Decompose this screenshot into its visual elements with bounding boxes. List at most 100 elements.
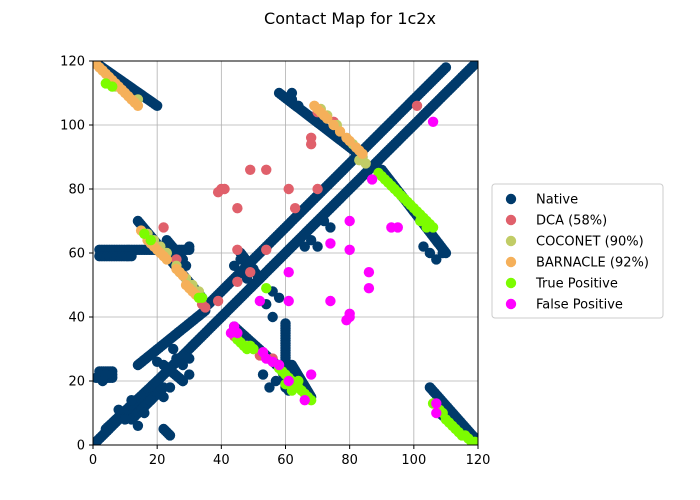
- legend-entry: COCONET (90%): [536, 235, 644, 250]
- native-point: [440, 62, 452, 73]
- scatter-point: [344, 244, 355, 255]
- scatter-point: [273, 359, 285, 371]
- scatter-point: [293, 100, 304, 112]
- legend-marker: [505, 256, 517, 268]
- native-point: [126, 251, 137, 262]
- scatter-point: [261, 283, 272, 294]
- scatter-point: [245, 267, 256, 278]
- legend-entry: BARNACLE (92%): [536, 256, 649, 271]
- scatter-point: [126, 395, 137, 406]
- scatter-point: [171, 353, 182, 364]
- scatter-point: [232, 327, 243, 339]
- scatter-point: [257, 369, 269, 380]
- scatter-point: [139, 407, 150, 419]
- scatter-point: [360, 158, 371, 169]
- chart-title: Contact Map for 1c2x: [264, 9, 436, 28]
- scatter-point: [437, 247, 448, 259]
- x-tick-label: 100: [401, 453, 426, 468]
- scatter-point: [289, 203, 301, 214]
- legend-entry: DCA (58%): [536, 214, 607, 229]
- x-tick-label: 60: [277, 453, 294, 468]
- scatter-point: [168, 343, 179, 355]
- scatter-point: [469, 436, 478, 445]
- scatter-point: [325, 295, 336, 307]
- scatter-point: [283, 295, 294, 307]
- scatter-point: [341, 315, 352, 326]
- scatter-point: [312, 183, 323, 195]
- scatter-point: [427, 116, 439, 128]
- scatter-point: [228, 260, 240, 271]
- scatter-point: [145, 395, 156, 406]
- scatter-point: [97, 375, 108, 387]
- scatter-point: [245, 164, 256, 175]
- axis-ticks: 0 20 40 60 80 100 120 0 20 40 60 80 100 120: [60, 55, 490, 469]
- legend-marker: [505, 277, 517, 289]
- x-tick-label: 40: [213, 453, 230, 468]
- scatter-point: [392, 222, 403, 233]
- scatter-point: [421, 222, 432, 233]
- scatter-point: [200, 302, 211, 313]
- scatter-point: [119, 414, 131, 425]
- scatter-point: [161, 254, 172, 265]
- scatter-point: [232, 276, 243, 287]
- scatter-point: [107, 81, 118, 92]
- scatter-point: [264, 382, 275, 393]
- scatter-point: [318, 215, 330, 227]
- scatter-point: [196, 292, 208, 303]
- scatter-point: [184, 353, 195, 364]
- native-point: [164, 430, 176, 441]
- scatter-point: [283, 267, 294, 278]
- series-5: [225, 116, 442, 419]
- data-points: [93, 61, 478, 445]
- scatter-point: [267, 311, 278, 323]
- x-tick-label: 80: [341, 453, 358, 468]
- scatter-point: [344, 215, 355, 227]
- scatter-point: [293, 375, 304, 387]
- scatter-point: [286, 385, 298, 396]
- scatter-point: [177, 270, 189, 281]
- scatter-point: [132, 100, 144, 112]
- scatter-point: [232, 244, 243, 255]
- scatter-point: [344, 135, 355, 147]
- scatter-point: [424, 247, 436, 259]
- scatter-point: [184, 369, 195, 380]
- series-4: [100, 78, 478, 445]
- scatter-point: [334, 126, 346, 137]
- scatter-point: [328, 119, 339, 131]
- legend-entry: True Positive: [535, 277, 618, 292]
- y-tick-label: 20: [68, 375, 85, 390]
- scatter-point: [312, 241, 323, 252]
- scatter-point: [325, 238, 336, 249]
- y-tick-label: 40: [68, 311, 85, 326]
- scatter-point: [177, 375, 189, 387]
- scatter-point: [299, 241, 310, 252]
- scatter-point: [132, 420, 144, 431]
- scatter-point: [283, 183, 294, 195]
- native-point: [151, 100, 163, 112]
- scatter-point: [180, 260, 192, 271]
- native-point: [254, 273, 266, 284]
- scatter-point: [235, 254, 246, 265]
- scatter-point: [325, 222, 336, 233]
- scatter-point: [283, 375, 294, 387]
- scatter-point: [145, 235, 156, 246]
- scatter-point: [113, 404, 124, 415]
- scatter-point: [363, 267, 375, 278]
- scatter-point: [164, 382, 176, 393]
- scatter-point: [305, 139, 317, 150]
- scatter-point: [177, 359, 189, 371]
- scatter-point: [139, 228, 150, 239]
- y-tick-label: 120: [60, 55, 85, 70]
- y-tick-label: 80: [68, 183, 85, 198]
- scatter-point: [363, 283, 375, 294]
- legend-marker: [505, 214, 517, 226]
- legend-entry: False Positive: [536, 298, 623, 313]
- scatter-point: [184, 241, 195, 252]
- native-point: [151, 375, 163, 387]
- scatter-point: [286, 87, 298, 99]
- x-tick-label: 20: [149, 453, 166, 468]
- legend-entry: Native: [536, 193, 578, 208]
- scatter-point: [357, 148, 368, 159]
- x-tick-label: 0: [89, 453, 97, 468]
